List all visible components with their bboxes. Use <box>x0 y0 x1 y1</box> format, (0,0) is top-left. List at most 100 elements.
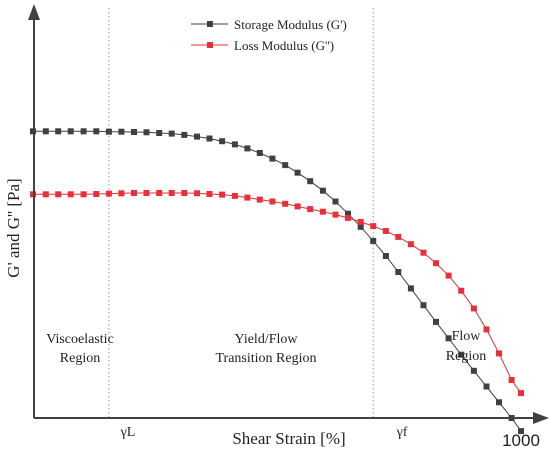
data-point-storage-modulus-35 <box>470 367 477 374</box>
data-point-loss-modulus-20 <box>282 200 289 207</box>
data-point-loss-modulus-28 <box>382 228 389 234</box>
series-line-loss-modulus <box>33 192 522 394</box>
data-point-storage-modulus-36 <box>483 383 490 390</box>
x-tick-label-gamma-f: γf <box>396 425 408 440</box>
data-point-loss-modulus-24 <box>332 211 339 218</box>
data-point-storage-modulus-16 <box>231 141 238 148</box>
series-loss-modulus <box>30 190 524 397</box>
data-point-storage-modulus-3 <box>67 128 74 135</box>
data-point-storage-modulus-12 <box>181 131 188 138</box>
data-point-storage-modulus-17 <box>244 145 251 152</box>
data-point-loss-modulus-13 <box>194 190 200 197</box>
x-axis-label: Shear Strain [%] <box>232 429 345 448</box>
data-point-loss-modulus-31 <box>420 249 427 256</box>
data-point-loss-modulus-38 <box>508 377 515 383</box>
legend-label-storage: Storage Modulus (G') <box>234 17 347 32</box>
data-point-storage-modulus-39 <box>518 428 524 435</box>
data-point-loss-modulus-10 <box>156 190 163 196</box>
annotation-transition-line1: Yield/Flow <box>234 332 298 347</box>
data-point-storage-modulus-21 <box>294 169 301 176</box>
data-point-storage-modulus-30 <box>407 285 414 292</box>
series-line-storage-modulus <box>33 130 522 432</box>
data-point-storage-modulus-29 <box>395 269 402 275</box>
reference-lines <box>108 8 374 418</box>
data-point-storage-modulus-28 <box>382 253 389 259</box>
data-point-loss-modulus-27 <box>370 223 377 230</box>
data-point-storage-modulus-15 <box>219 138 226 145</box>
legend: Storage Modulus (G') Loss Modulus (G'') <box>191 17 347 53</box>
x-tick-label-1000: 1000 <box>502 431 540 450</box>
data-point-loss-modulus-33 <box>445 272 452 279</box>
data-point-storage-modulus-37 <box>496 399 502 406</box>
data-point-storage-modulus-23 <box>319 187 326 194</box>
data-point-loss-modulus-21 <box>294 203 301 210</box>
legend-label-loss: Loss Modulus (G'') <box>234 38 334 53</box>
data-point-loss-modulus-16 <box>231 192 238 199</box>
data-point-loss-modulus-23 <box>319 208 326 215</box>
x-tick-label-gamma-l: γL <box>120 425 136 440</box>
plot-area <box>30 128 524 435</box>
data-point-storage-modulus-20 <box>282 162 289 169</box>
annotation-viscoelastic-line2: Region <box>60 351 100 366</box>
data-point-loss-modulus-30 <box>407 241 414 248</box>
data-point-loss-modulus-29 <box>395 233 402 240</box>
data-point-loss-modulus-36 <box>483 326 490 333</box>
data-point-loss-modulus-22 <box>307 206 314 213</box>
series-storage-modulus <box>30 128 524 435</box>
data-point-loss-modulus-8 <box>131 190 137 196</box>
data-point-storage-modulus-22 <box>307 178 314 185</box>
annotation-transition-line2: Transition Region <box>216 351 317 366</box>
data-point-loss-modulus-1 <box>42 191 49 198</box>
data-point-loss-modulus-18 <box>256 196 263 203</box>
data-point-loss-modulus-5 <box>93 191 100 197</box>
data-point-loss-modulus-6 <box>105 190 112 197</box>
data-point-storage-modulus-11 <box>168 130 175 137</box>
data-point-loss-modulus-14 <box>206 191 213 197</box>
data-point-storage-modulus-10 <box>156 130 163 136</box>
data-point-loss-modulus-4 <box>80 191 87 198</box>
y-axis-label: G' and G'' [Pa] <box>4 178 23 277</box>
data-point-loss-modulus-11 <box>168 190 175 196</box>
data-point-storage-modulus-8 <box>131 129 137 135</box>
data-point-storage-modulus-24 <box>332 198 339 205</box>
legend-marker-storage <box>207 21 213 27</box>
data-point-storage-modulus-33 <box>445 335 452 342</box>
data-point-loss-modulus-25 <box>345 214 351 221</box>
legend-marker-loss <box>207 42 213 48</box>
data-point-loss-modulus-19 <box>269 198 276 205</box>
data-point-loss-modulus-9 <box>143 190 150 196</box>
data-point-storage-modulus-9 <box>143 129 150 136</box>
data-point-loss-modulus-12 <box>181 190 188 196</box>
data-point-loss-modulus-37 <box>496 350 502 357</box>
data-point-storage-modulus-1 <box>42 128 49 135</box>
data-point-loss-modulus-17 <box>244 194 251 201</box>
data-point-storage-modulus-13 <box>194 133 200 140</box>
data-point-storage-modulus-31 <box>420 302 427 309</box>
data-point-storage-modulus-26 <box>357 223 364 230</box>
data-point-storage-modulus-32 <box>433 318 439 325</box>
data-point-storage-modulus-7 <box>118 128 125 135</box>
x-axis-arrow <box>533 412 549 424</box>
data-point-loss-modulus-7 <box>118 190 125 197</box>
data-point-storage-modulus-14 <box>206 135 213 142</box>
data-point-loss-modulus-3 <box>67 191 74 198</box>
data-point-loss-modulus-26 <box>357 218 364 225</box>
data-point-loss-modulus-2 <box>55 191 62 198</box>
data-point-loss-modulus-15 <box>219 191 226 198</box>
data-point-storage-modulus-25 <box>345 210 351 217</box>
annotation-flow-line1: Flow <box>452 329 482 344</box>
data-point-storage-modulus-27 <box>370 237 377 244</box>
data-point-storage-modulus-4 <box>80 128 87 135</box>
y-axis-arrow <box>28 4 40 20</box>
annotation-viscoelastic-line1: Viscoelastic <box>46 332 114 347</box>
data-point-loss-modulus-34 <box>458 287 465 294</box>
data-point-storage-modulus-34 <box>458 351 465 358</box>
data-point-storage-modulus-18 <box>256 150 263 156</box>
data-point-loss-modulus-32 <box>433 260 439 267</box>
data-point-loss-modulus-39 <box>518 390 524 397</box>
data-point-storage-modulus-19 <box>269 155 276 162</box>
data-point-loss-modulus-35 <box>470 305 477 312</box>
data-point-storage-modulus-6 <box>105 128 112 135</box>
data-point-storage-modulus-5 <box>93 128 100 135</box>
